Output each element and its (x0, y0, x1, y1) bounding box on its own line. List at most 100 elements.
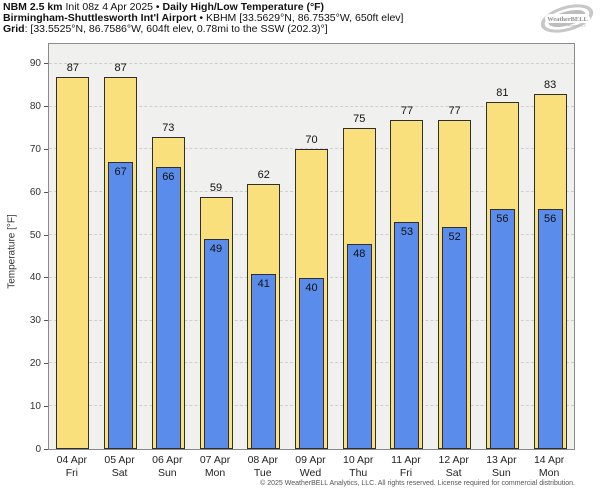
high-value-label: 70 (305, 134, 318, 147)
low-value-label: 49 (209, 243, 223, 256)
x-axis-label: 11 Apr Fri (382, 454, 430, 479)
x-axis-label-weekday: Wed (299, 466, 322, 479)
y-tick-label: 50 (29, 229, 41, 241)
y-tick-mark (44, 320, 48, 322)
y-tick-mark (44, 148, 48, 150)
grid-label: Grid (3, 22, 25, 35)
x-axis-label-weekday: Mon (538, 466, 560, 479)
low-value-label: 53 (400, 226, 414, 239)
bar-low (537, 209, 563, 449)
high-value-label: 73 (162, 121, 175, 134)
x-axis-label-date: 07 Apr (199, 454, 231, 466)
gridline (49, 105, 574, 107)
x-axis-label-date: 04 Apr (56, 454, 88, 466)
x-axis-label-weekday: Sun (492, 466, 511, 479)
station-coords: • KBHM [33.5629°N, 86.7535°W, 650ft elev… (196, 11, 404, 24)
x-axis-label-weekday: Tue (253, 466, 272, 479)
y-tick-mark (44, 362, 48, 364)
y-tick-mark (44, 234, 48, 236)
x-axis-label-date: 14 Apr (533, 454, 565, 466)
high-value-label: 87 (114, 61, 127, 74)
high-value-label: 81 (496, 87, 509, 100)
y-tick-label: 20 (29, 357, 41, 369)
bar-low (299, 277, 324, 449)
high-value-label: 59 (209, 181, 223, 194)
low-value-label: 48 (353, 247, 366, 260)
y-tick-label: 60 (29, 186, 41, 198)
x-axis-label-weekday: Sun (157, 466, 177, 479)
x-axis-label: 08 Apr Tue (239, 454, 287, 479)
x-axis-label-weekday: Sat (111, 466, 128, 479)
x-axis-label: 06 Apr Sun (143, 454, 191, 479)
bar-low (108, 162, 134, 449)
model-name: NBM 2.5 km (3, 1, 63, 13)
x-axis-label: 07 Apr Mon (191, 454, 239, 479)
low-value-label: 66 (162, 170, 175, 183)
copyright-notice: © 2025 WeatherBELL Analytics, LLC. All r… (260, 480, 575, 487)
bar-low (346, 243, 372, 449)
y-axis-title: Temperature [°F] (6, 214, 18, 289)
y-tick-mark (44, 448, 48, 450)
x-axis-label-weekday: Thu (349, 466, 368, 479)
high-value-label: 75 (353, 113, 366, 126)
x-axis-label-date: 10 Apr (343, 454, 374, 466)
x-axis-label-date: 08 Apr (247, 454, 278, 466)
init-time: Init 08z 4 Apr 2025 • (62, 1, 163, 13)
high-value-label: 87 (66, 61, 79, 74)
chart-title: Daily High/Low Temperature (°F) (162, 1, 325, 13)
x-axis-label-date: 06 Apr (152, 454, 183, 466)
x-axis-label: 04 Apr Fri (48, 454, 96, 479)
x-axis-label-date: 11 Apr (391, 454, 421, 466)
svg-text:WeatherBELL: WeatherBELL (547, 16, 587, 23)
x-axis-label: 14 Apr Mon (525, 454, 573, 479)
low-value-label: 67 (114, 166, 127, 179)
low-value-label: 56 (496, 213, 509, 226)
header-line-2: Birmingham-Shuttlesworth Int'l Airport •… (3, 11, 404, 24)
bar-low (489, 209, 515, 449)
bar-high (56, 76, 90, 449)
y-tick-mark (44, 277, 48, 279)
low-value-label: 40 (305, 281, 318, 294)
header-line-1: NBM 2.5 km Init 08z 4 Apr 2025 • Daily H… (3, 2, 403, 13)
x-axis-label: 13 Apr Sun (478, 454, 526, 479)
bar-low (251, 273, 277, 449)
logo-tagline: Analytics LLC (568, 24, 587, 28)
y-tick-label: 70 (29, 143, 41, 155)
low-value-label: 52 (448, 230, 461, 243)
x-axis-label-weekday: Sat (445, 466, 462, 479)
y-tick-mark (44, 63, 48, 65)
y-tick-mark (44, 191, 48, 193)
bar-low (442, 226, 468, 449)
gridline (49, 148, 574, 150)
x-axis-label-date: 05 Apr (104, 454, 135, 466)
bar-low (394, 222, 420, 449)
y-tick-mark (44, 106, 48, 108)
x-axis-label-date: 13 Apr (486, 454, 517, 466)
y-tick-label: 80 (29, 101, 41, 113)
header-line-3: Grid: [33.5525°N, 86.7586°W, 604ft elev,… (3, 22, 403, 35)
gridline (49, 62, 574, 64)
low-value-label: 56 (544, 213, 557, 226)
weatherbell-logo-icon: WeatherBELL Analytics LLC (540, 4, 594, 33)
high-value-label: 77 (448, 104, 461, 117)
station-name: Birmingham-Shuttlesworth Int'l Airport (3, 11, 197, 24)
low-value-label: 41 (257, 277, 270, 290)
high-value-label: 62 (257, 168, 270, 181)
x-axis-label: 05 Apr Sat (96, 454, 144, 479)
bar-low (203, 239, 229, 449)
x-axis-label: 09 Apr Wed (287, 454, 335, 479)
bar-low (155, 166, 181, 449)
x-axis-label-date: 09 Apr (295, 454, 326, 466)
x-axis-label-weekday: Fri (65, 466, 78, 479)
x-axis-label-weekday: Fri (399, 466, 413, 479)
high-value-label: 77 (400, 104, 414, 117)
x-axis-label: 12 Apr Sat (430, 454, 478, 479)
y-tick-mark (44, 405, 48, 407)
y-tick-label: 40 (29, 272, 41, 284)
x-axis-label-date: 12 Apr (438, 454, 469, 466)
y-tick-label: 10 (29, 400, 41, 412)
y-tick-label: 0 (35, 443, 41, 455)
high-value-label: 83 (544, 78, 557, 91)
plot-area: 87 87 67 73 66 59 49 62 41 70 40 75 48 77 53 77 52 81 56 83… (48, 43, 575, 450)
